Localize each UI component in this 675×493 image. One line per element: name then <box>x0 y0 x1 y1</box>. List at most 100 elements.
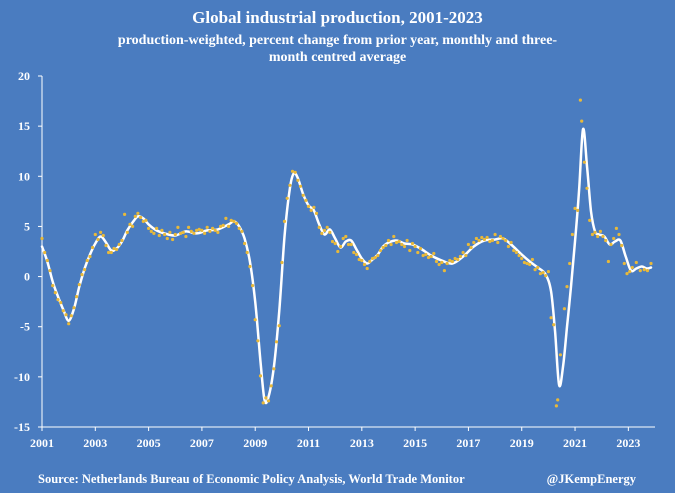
monthly-data-point <box>117 242 121 247</box>
monthly-data-point <box>386 238 391 243</box>
monthly-data-point <box>139 215 143 219</box>
monthly-data-point <box>208 229 212 233</box>
monthly-data-point <box>614 226 619 230</box>
x-tick-label: 2017 <box>456 436 480 450</box>
monthly-data-point <box>504 238 508 243</box>
monthly-data-point <box>437 262 441 267</box>
monthly-data-point <box>408 248 412 253</box>
monthly-data-point <box>216 230 220 234</box>
monthly-data-point <box>360 258 364 263</box>
monthly-data-point <box>243 241 247 246</box>
monthly-data-point <box>144 218 148 222</box>
monthly-data-point <box>88 254 92 259</box>
monthly-data-point <box>578 98 583 102</box>
monthly-data-point <box>464 253 468 258</box>
monthly-data-point <box>235 221 239 225</box>
monthly-data-point <box>341 236 345 241</box>
monthly-data-point <box>456 257 460 262</box>
monthly-data-point <box>131 224 135 228</box>
monthly-data-point <box>328 230 332 234</box>
monthly-data-point <box>517 253 521 258</box>
monthly-data-point <box>101 233 105 238</box>
monthly-data-point <box>536 265 540 270</box>
monthly-data-point <box>558 353 563 357</box>
monthly-data-point <box>227 224 231 228</box>
monthly-data-point <box>251 284 255 288</box>
monthly-data-point <box>429 254 433 259</box>
monthly-data-point <box>317 225 321 229</box>
monthly-data-point <box>620 243 624 248</box>
monthly-data-point <box>221 223 225 227</box>
monthly-data-point <box>77 283 81 287</box>
monthly-data-point <box>298 184 303 188</box>
monthly-data-point <box>253 318 257 322</box>
monthly-data-point <box>133 214 137 218</box>
monthly-data-point <box>155 226 159 230</box>
monthly-data-point <box>642 268 646 272</box>
monthly-data-point <box>354 252 359 257</box>
monthly-data-point <box>59 301 63 305</box>
monthly-data-point <box>237 226 241 230</box>
monthly-data-point <box>570 232 575 237</box>
monthly-data-point <box>601 234 605 239</box>
x-tick-label: 2011 <box>297 436 320 450</box>
monthly-data-point <box>232 219 236 223</box>
monthly-data-point <box>490 238 494 243</box>
y-tick-label: 5 <box>24 219 30 233</box>
monthly-data-point <box>466 242 470 247</box>
monthly-data-point <box>349 242 353 247</box>
monthly-data-point <box>394 240 399 245</box>
monthly-data-point <box>344 234 348 239</box>
monthly-data-point <box>498 234 502 239</box>
monthly-data-point <box>96 237 100 242</box>
monthly-data-point <box>115 247 119 252</box>
monthly-data-point <box>522 260 527 265</box>
monthly-data-point <box>149 229 153 233</box>
monthly-data-point <box>609 242 613 247</box>
y-tick-label: -15 <box>14 420 30 434</box>
monthly-data-point <box>440 260 444 265</box>
monthly-data-point <box>112 246 116 251</box>
x-tick-label: 2023 <box>616 436 640 450</box>
monthly-data-point <box>565 285 569 289</box>
x-tick-label: 2009 <box>243 436 267 450</box>
y-tick-label: 15 <box>18 119 30 133</box>
monthly-data-point <box>56 298 60 302</box>
monthly-data-point <box>453 256 457 261</box>
monthly-data-point <box>368 259 372 264</box>
monthly-data-point <box>480 235 484 240</box>
x-tick-label: 2007 <box>190 436 214 450</box>
monthly-data-point <box>312 205 316 209</box>
monthly-data-point <box>141 219 145 223</box>
monthly-data-point <box>264 396 268 400</box>
monthly-data-point <box>617 232 621 237</box>
monthly-data-point <box>192 231 196 235</box>
monthly-data-point <box>588 218 592 222</box>
monthly-data-point <box>472 240 476 245</box>
monthly-data-point <box>187 225 191 229</box>
monthly-data-point <box>248 264 252 269</box>
monthly-data-point <box>352 250 356 255</box>
monthly-data-point <box>43 250 47 255</box>
monthly-data-point <box>280 260 284 265</box>
monthly-data-point <box>200 228 204 232</box>
monthly-data-point <box>306 204 311 208</box>
monthly-data-point <box>266 399 271 403</box>
monthly-data-point <box>109 250 113 255</box>
monthly-data-point <box>541 271 545 275</box>
monthly-data-point <box>405 238 409 243</box>
x-tick-label: 2001 <box>30 436 54 450</box>
monthly-data-point <box>61 309 65 313</box>
monthly-data-point <box>136 211 140 215</box>
monthly-data-point <box>322 228 327 232</box>
monthly-data-point <box>604 238 608 243</box>
source-note: Source: Netherlands Bureau of Economic P… <box>38 472 465 486</box>
monthly-data-point <box>120 238 124 243</box>
monthly-data-point <box>219 224 223 228</box>
monthly-data-point <box>362 262 367 267</box>
monthly-data-point <box>40 236 44 241</box>
monthly-data-point <box>152 231 156 235</box>
y-tick-label: 20 <box>18 69 30 83</box>
monthly-data-point <box>330 239 335 244</box>
monthly-data-point <box>72 306 76 310</box>
